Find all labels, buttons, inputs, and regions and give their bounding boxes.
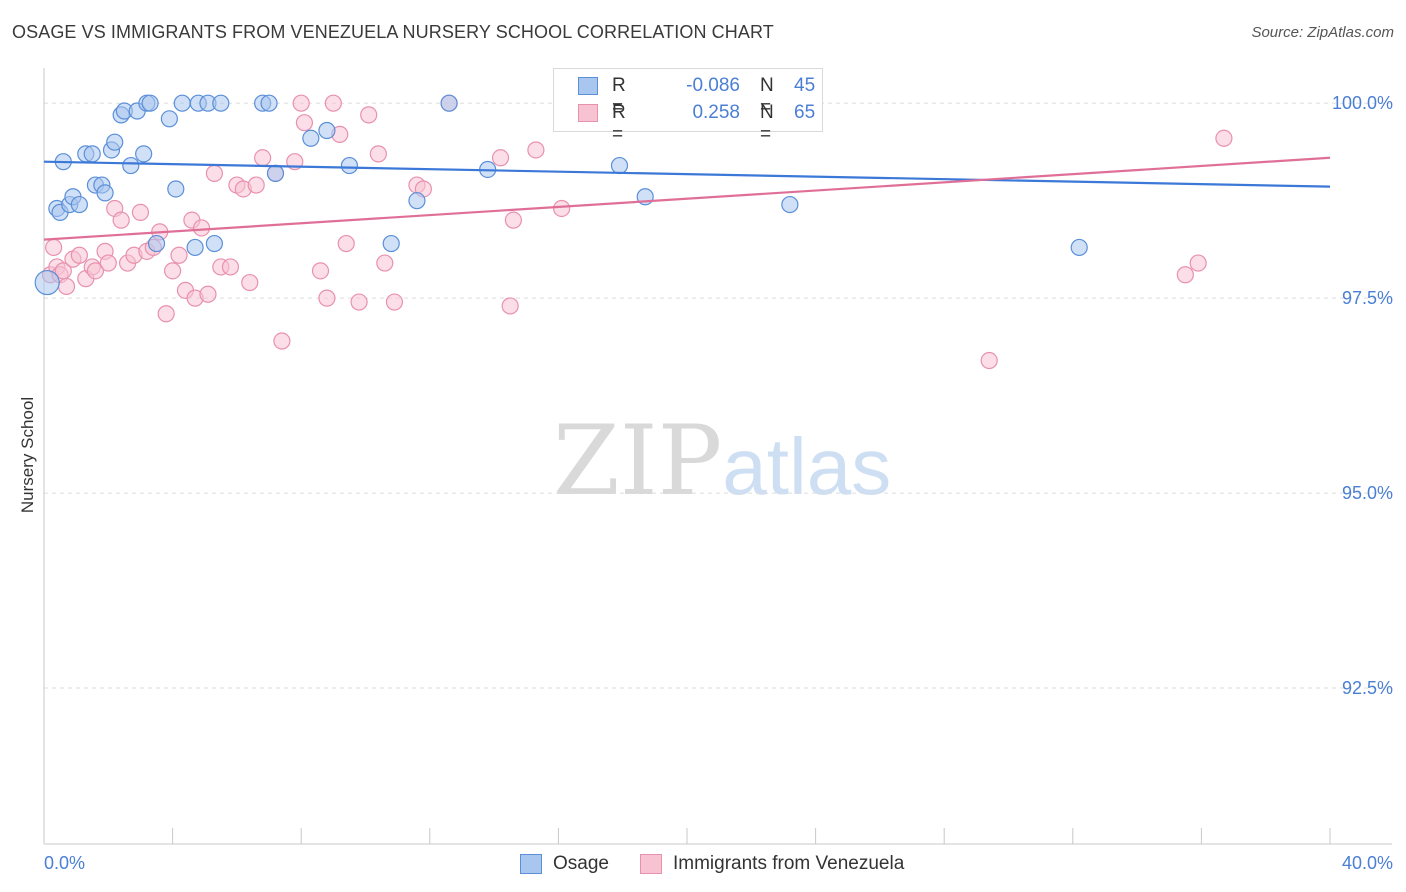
venezuela-swatch xyxy=(578,104,598,122)
osage-point xyxy=(173,94,191,112)
venezuela-point xyxy=(192,219,211,237)
r-label: R = xyxy=(612,102,626,145)
venezuela-point xyxy=(45,238,63,257)
venezuela-point xyxy=(324,94,342,112)
n-value: 45 xyxy=(794,75,816,96)
osage-legend-label: Osage xyxy=(553,853,609,874)
osage-point xyxy=(302,129,320,147)
r-label: R = xyxy=(612,75,626,118)
venezuela-point xyxy=(170,246,188,264)
osage-legend-swatch xyxy=(520,854,542,874)
venezuela-point xyxy=(376,254,394,272)
osage-point xyxy=(135,145,153,163)
venezuela-point xyxy=(247,176,265,194)
venezuela-point xyxy=(501,297,519,315)
venezuela-point xyxy=(360,106,378,124)
osage-point xyxy=(96,184,114,202)
venezuela-point xyxy=(86,262,105,280)
osage-point xyxy=(83,145,101,163)
venezuela-point xyxy=(241,273,259,292)
x-tick-label: 40.0% xyxy=(1342,853,1393,873)
venezuela-point xyxy=(1176,266,1194,284)
osage-point xyxy=(147,234,166,253)
y-tick-label: 100.0% xyxy=(1332,93,1393,113)
venezuela-point xyxy=(504,211,522,229)
stats-legend: R = -0.086 N = 45 R = 0.258 N = 65 xyxy=(553,68,823,145)
venezuela-point xyxy=(295,114,314,132)
osage-point xyxy=(167,180,185,198)
venezuela-point xyxy=(292,94,310,112)
watermark: ZIPatlas xyxy=(553,405,891,517)
osage-swatch xyxy=(578,77,598,95)
source-label: Source: ZipAtlas.com xyxy=(1251,24,1394,41)
n-label: N = xyxy=(760,102,774,145)
venezuela-point xyxy=(350,293,368,311)
venezuela-point xyxy=(70,246,88,264)
venezuela-point xyxy=(318,289,336,307)
osage-point xyxy=(106,133,124,151)
osage-point xyxy=(440,94,458,112)
y-tick-label: 95.0% xyxy=(1342,483,1393,503)
venezuela-point xyxy=(1215,129,1233,147)
venezuela-point xyxy=(199,285,217,303)
venezuela-point xyxy=(254,149,272,167)
osage-point xyxy=(382,234,400,253)
venezuela-point xyxy=(157,305,175,323)
osage-point xyxy=(1070,238,1088,257)
venezuela-point xyxy=(99,254,117,272)
venezuela-legend-swatch xyxy=(640,854,662,874)
y-tick-label: 92.5% xyxy=(1342,678,1393,698)
osage-point xyxy=(122,156,140,175)
venezuela-point xyxy=(131,203,150,221)
venezuela-point xyxy=(369,145,387,163)
osage-point xyxy=(186,238,204,257)
x-tick-label: 0.0% xyxy=(44,853,85,873)
venezuela-point xyxy=(57,277,76,296)
venezuela-point xyxy=(553,199,571,218)
osage-point xyxy=(610,156,629,175)
osage-point xyxy=(408,192,426,210)
venezuela-legend-label: Immigrants from Venezuela xyxy=(673,853,905,874)
osage-point xyxy=(212,94,230,112)
osage-point xyxy=(34,269,60,296)
osage-point xyxy=(260,94,278,112)
venezuela-point xyxy=(164,262,182,280)
r-value: 0.258 xyxy=(692,102,740,123)
venezuela-point xyxy=(385,293,404,311)
venezuela-point xyxy=(221,258,240,276)
venezuela-point xyxy=(491,149,510,167)
osage-point xyxy=(318,121,336,140)
venezuela-point xyxy=(273,332,291,350)
venezuela-point xyxy=(527,141,545,159)
venezuela-point xyxy=(1189,254,1207,272)
osage-point xyxy=(70,195,88,214)
venezuela-point xyxy=(980,351,998,370)
venezuela-point xyxy=(205,164,223,182)
osage-trend-line xyxy=(43,160,1331,188)
venezuela-point xyxy=(112,211,130,229)
osage-point xyxy=(160,110,178,128)
osage-point xyxy=(205,234,223,253)
r-value: -0.086 xyxy=(686,75,740,96)
osage-point xyxy=(781,195,799,214)
y-tick-label: 97.5% xyxy=(1342,288,1393,308)
osage-point xyxy=(266,164,285,182)
venezuela-trend-line xyxy=(43,156,1331,241)
n-value: 65 xyxy=(794,102,816,123)
venezuela-point xyxy=(337,234,355,253)
osage-point xyxy=(141,94,159,112)
watermark-zip: ZIP xyxy=(553,405,723,517)
osage-point xyxy=(340,156,359,175)
watermark-atlas: atlas xyxy=(722,422,892,511)
venezuela-point xyxy=(311,262,330,280)
n-label: N = xyxy=(760,75,774,118)
chart-title: OSAGE VS IMMIGRANTS FROM VENEZUELA NURSE… xyxy=(12,22,774,42)
y-axis-label: Nursery School xyxy=(18,396,37,514)
